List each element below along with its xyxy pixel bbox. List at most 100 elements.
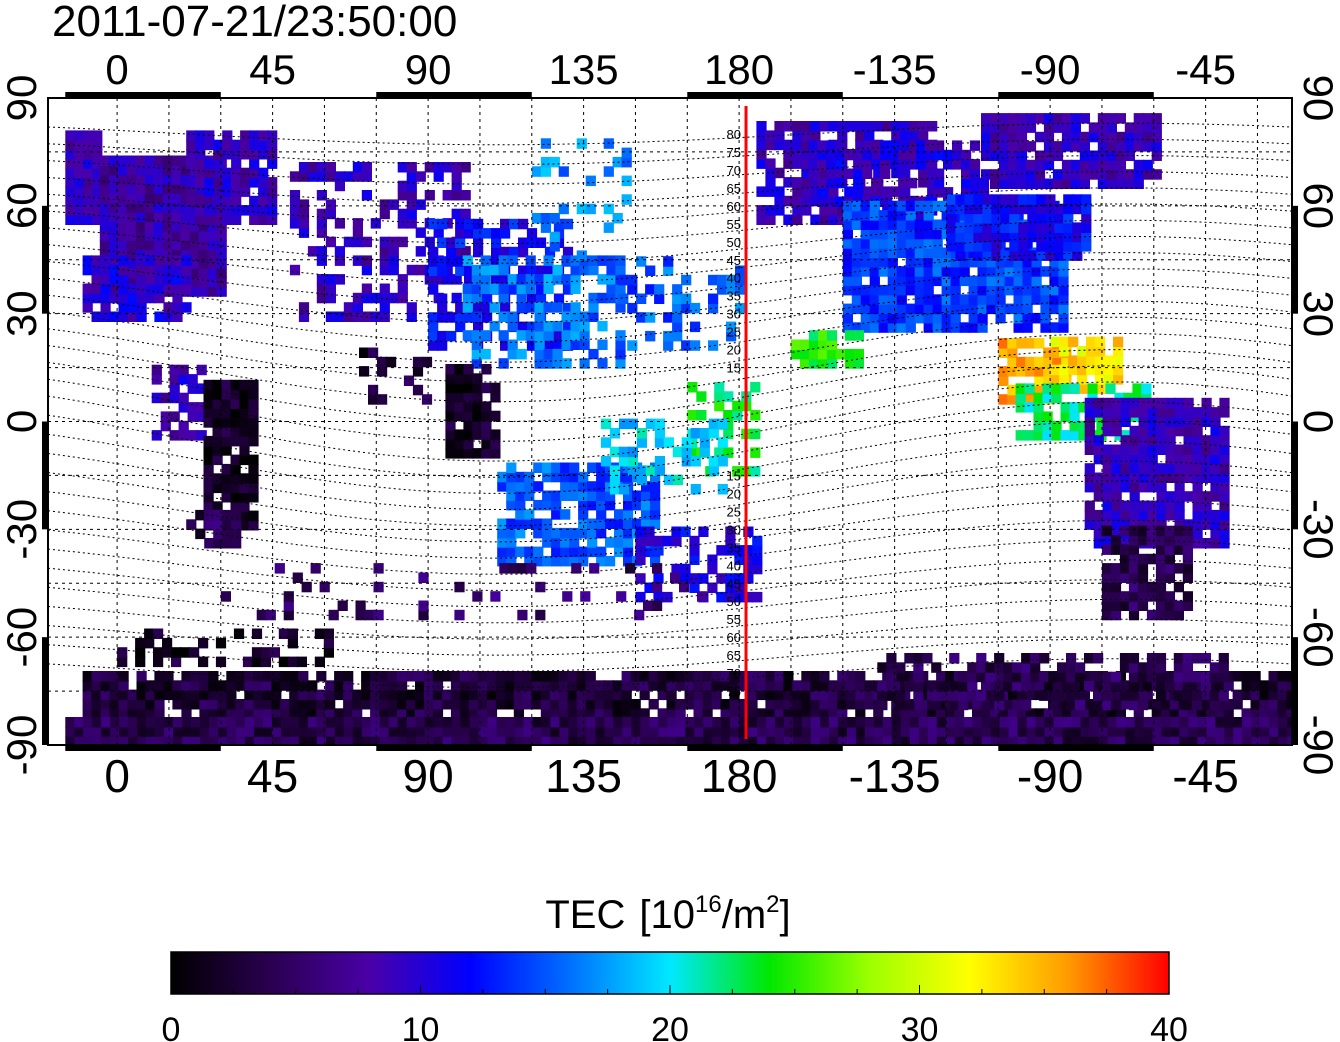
tec-cell	[283, 609, 294, 621]
tec-cell	[99, 155, 110, 166]
tec-cell	[896, 322, 907, 333]
tec-cell	[697, 591, 708, 602]
tec-cell	[1128, 662, 1140, 673]
tec-cell	[186, 158, 197, 169]
tec-cell	[428, 321, 439, 333]
tec-cell	[463, 364, 474, 375]
tec-cell	[570, 302, 581, 313]
tec-cell	[522, 671, 533, 682]
tec-cell	[490, 438, 501, 450]
tec-cell	[653, 545, 664, 556]
tec-cell	[702, 680, 713, 691]
tec-cell	[1182, 563, 1193, 574]
tec-cell	[968, 275, 979, 287]
tec-cell	[535, 609, 546, 621]
tec-cell	[1115, 131, 1126, 143]
tec-cell	[522, 699, 533, 710]
tec-cell	[1097, 122, 1108, 133]
tec-cell	[835, 177, 846, 189]
tec-cell	[99, 239, 110, 251]
tec-cell	[1034, 338, 1045, 349]
tec-cell	[92, 139, 103, 151]
tec-cell	[198, 637, 209, 649]
tec-cell	[553, 293, 565, 304]
tec-cell	[748, 726, 759, 737]
tec-cell	[1137, 662, 1149, 673]
tec-cell	[578, 490, 589, 501]
tec-cell	[460, 246, 471, 257]
tec-cell	[1233, 717, 1244, 728]
tec-cell	[1138, 407, 1149, 418]
tec-cell	[1022, 275, 1033, 287]
tec-cell	[1034, 356, 1045, 368]
tec-cell	[963, 726, 974, 737]
tec-cell	[1031, 266, 1042, 277]
tec-cell	[932, 275, 943, 287]
tec-cell	[267, 139, 278, 151]
lon-tick-top: 45	[249, 46, 296, 93]
tec-cell	[950, 266, 961, 277]
tec-cell	[314, 628, 325, 639]
tec-cell	[1069, 411, 1080, 422]
tec-cell	[1021, 699, 1032, 711]
tec-cell	[596, 546, 607, 558]
tec-cell	[1124, 169, 1135, 180]
tec-cell	[222, 167, 233, 179]
tec-cell	[1155, 563, 1167, 574]
tec-cell	[790, 339, 802, 350]
meridian-label: 65	[727, 181, 741, 196]
tec-cell	[552, 348, 563, 360]
tec-cell	[428, 265, 439, 276]
tec-cell	[1058, 303, 1069, 315]
tec-cell	[451, 274, 462, 285]
tec-cell	[126, 183, 137, 194]
tec-cell	[468, 689, 480, 701]
tec-cell	[1072, 203, 1083, 215]
tec-cell	[842, 303, 853, 315]
tec-cell	[635, 591, 646, 603]
tec-cell	[1066, 671, 1077, 683]
tec-cell	[258, 167, 269, 179]
tec-cell	[631, 717, 642, 728]
tec-cell	[1013, 294, 1024, 305]
tec-cell	[495, 680, 506, 691]
tec-cell	[370, 292, 381, 304]
tec-cell	[83, 717, 94, 728]
tec-cell	[137, 717, 148, 728]
tec-cell	[307, 171, 319, 182]
tec-cell	[1242, 735, 1253, 745]
tec-cell	[108, 220, 119, 232]
tec-cell	[702, 671, 713, 682]
tec-cell	[504, 671, 515, 682]
tec-cell	[808, 168, 819, 179]
tec-cell	[967, 681, 978, 692]
tec-cell	[576, 689, 587, 701]
tec-cell	[289, 726, 301, 737]
tec-cell	[127, 311, 138, 322]
tec-cell	[684, 680, 695, 691]
tec-cell	[298, 162, 310, 173]
tec-cell	[230, 482, 241, 494]
tec-cell	[968, 284, 979, 296]
tec-cell	[1025, 689, 1037, 701]
tec-cell	[1008, 689, 1019, 701]
tec-cell	[587, 537, 598, 548]
tec-cell	[1278, 717, 1289, 728]
tec-cell	[756, 671, 767, 682]
tec-cell	[1182, 544, 1193, 555]
tec-cell	[236, 726, 247, 737]
tec-cell	[958, 671, 969, 683]
tec-cell	[83, 158, 94, 169]
tec-cell	[307, 162, 319, 173]
contour-line	[48, 316, 1292, 383]
tec-cell	[622, 726, 633, 737]
tec-cell	[1192, 491, 1203, 502]
tec-cell	[720, 699, 731, 710]
tec-cell	[568, 717, 579, 728]
tec-cell	[1142, 689, 1153, 701]
tec-cell	[1151, 169, 1162, 180]
tec-cell	[543, 320, 554, 332]
tec-cell	[1061, 680, 1073, 691]
tec-cell	[714, 391, 725, 402]
